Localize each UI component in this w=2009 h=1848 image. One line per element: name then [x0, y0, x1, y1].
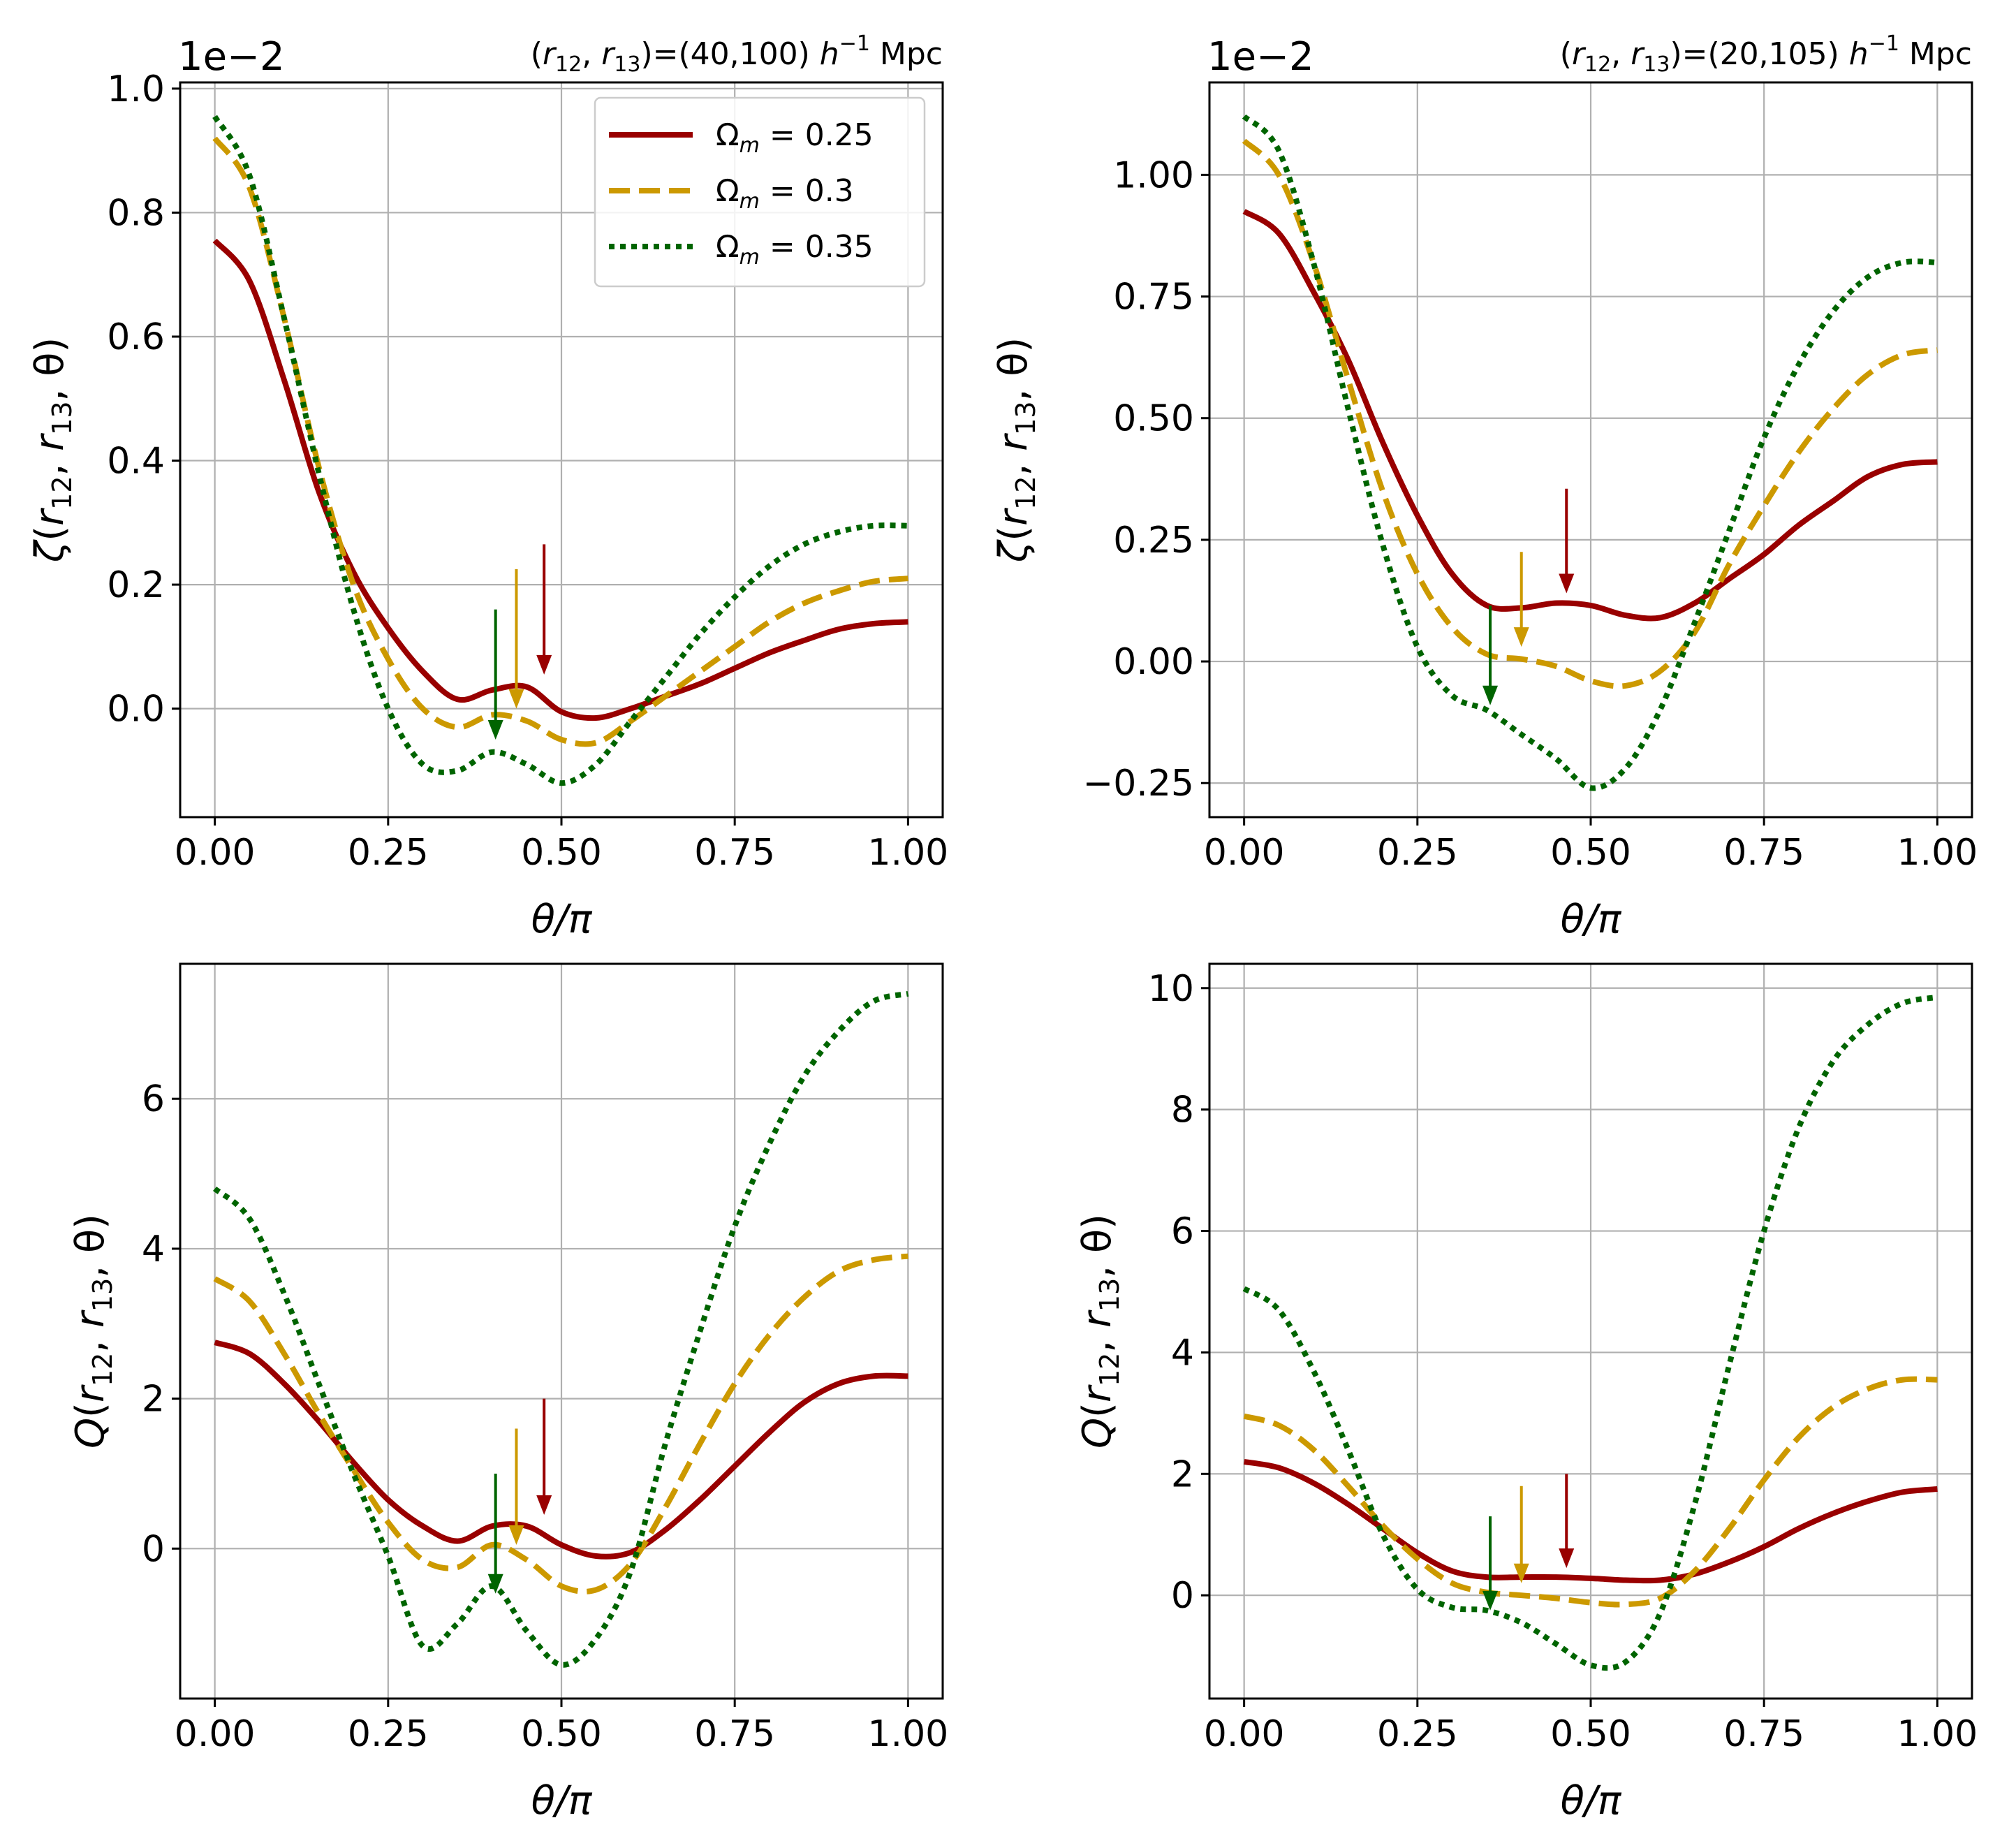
- plot-area: [212, 115, 908, 786]
- legend: Ωm = 0.25 Ωm = 0.3 Ωm = 0.35: [594, 96, 926, 288]
- y-tick-label: 0: [142, 1528, 165, 1570]
- y-tick-label: 2: [142, 1379, 165, 1421]
- xlabel-top-right: θ/π: [1561, 897, 1622, 942]
- plot-area: [1242, 114, 1938, 791]
- x-tick-label: 0.00: [1204, 1713, 1285, 1755]
- x-tick-label: 0.25: [348, 832, 429, 874]
- arrow-head: [1559, 573, 1575, 594]
- y-tick-label: 0: [1171, 1575, 1194, 1617]
- y-tick-label: 6: [1171, 1211, 1194, 1253]
- arrow-head: [487, 720, 503, 740]
- x-tick-label: 1.00: [867, 1713, 948, 1755]
- panel-top-left: 0.00 0.25 0.50 0.75 1.00 0.0 0.2 0.4 0.6 0.8 1.0: [107, 68, 948, 874]
- ylabel-bottom-right: Q(r12, r13, θ): [1075, 1214, 1125, 1449]
- plot-area: [1242, 994, 1938, 1671]
- y-tick-label: 0.00: [1113, 641, 1194, 683]
- x-tick-label: 0.25: [348, 1713, 429, 1755]
- x-tick-label: 0.25: [1377, 832, 1458, 874]
- series-line-omega-0-3: [213, 1253, 908, 1594]
- series-line-omega-0-35: [212, 990, 909, 1668]
- y-tick-label: 2: [1171, 1453, 1194, 1495]
- x-tick-label: 0.00: [175, 832, 256, 874]
- x-tick-label: 0.50: [1550, 832, 1631, 874]
- ylabel-bottom-left: Q(r12, r13, θ): [68, 1214, 118, 1449]
- x-tick-label: 0.75: [1723, 1713, 1804, 1755]
- y-tick-label: 1.0: [107, 68, 165, 110]
- y-tick-label: 0.6: [107, 316, 165, 358]
- panel-bottom-left: 0.00 0.25 0.50 0.75 1.00 0 2 4 6: [142, 962, 948, 1755]
- x-tick-label: 0.00: [1204, 832, 1285, 874]
- series-line-omega-0-25: [212, 238, 908, 721]
- y-tick-label: 10: [1148, 968, 1194, 1010]
- arrow-head: [1482, 1590, 1499, 1611]
- arrow-head: [1559, 1548, 1575, 1569]
- y-tick-label: 6: [142, 1078, 165, 1120]
- x-tick-label: 0.00: [175, 1713, 256, 1755]
- y-tick-label: 8: [1171, 1090, 1194, 1131]
- series-line-omega-0-35: [1242, 994, 1938, 1671]
- legend-label-2: Ωm = 0.35: [716, 229, 874, 270]
- y-tick-label: 0.8: [107, 192, 165, 234]
- arrow-head: [487, 1574, 503, 1594]
- x-tick-label: 0.50: [521, 832, 602, 874]
- x-tick-label: 0.75: [694, 832, 775, 874]
- xlabel-bottom-right: θ/π: [1561, 1778, 1622, 1824]
- x-tick-label: 0.50: [521, 1713, 602, 1755]
- x-tick-label: 1.00: [867, 832, 948, 874]
- arrow-head: [536, 1495, 552, 1515]
- y-tick-label: −0.25: [1083, 763, 1194, 805]
- panel-bottom-right: 0.00 0.25 0.50 0.75 1.00 0 2 4 6 8 10: [1148, 962, 1978, 1755]
- y-tick-label: 0.2: [107, 564, 165, 606]
- ylabel-top-right: ζ(r12, r13, θ): [991, 337, 1041, 563]
- xlabel-bottom-left: θ/π: [531, 1778, 593, 1824]
- arrow-head: [1482, 685, 1499, 705]
- plot-area: [212, 990, 909, 1668]
- series-line-omega-0-3: [1242, 138, 1938, 689]
- x-tick-label: 0.25: [1377, 1713, 1458, 1755]
- offset-text-top-right: 1e−2: [1207, 34, 1314, 80]
- y-tick-label: 1.00: [1113, 154, 1194, 196]
- x-tick-label: 0.75: [694, 1713, 775, 1755]
- series-line-omega-0-25: [1243, 1458, 1938, 1584]
- legend-label-1: Ωm = 0.3: [716, 173, 854, 214]
- y-tick-label: 0.0: [107, 689, 165, 731]
- x-tick-label: 1.00: [1897, 832, 1978, 874]
- y-tick-label: 0.50: [1113, 398, 1194, 440]
- legend-box: [594, 96, 926, 288]
- arrow-head: [508, 689, 524, 709]
- title-top-left: (r12, r13)=(40,100) h−1 Mpc: [531, 31, 943, 77]
- ylabel-top-left: ζ(r12, r13, θ): [27, 337, 78, 563]
- title-top-right: (r12, r13)=(20,105) h−1 Mpc: [1560, 31, 1972, 77]
- arrow-head: [508, 1525, 524, 1545]
- arrow-head: [1513, 1563, 1529, 1583]
- y-tick-label: 4: [1171, 1332, 1194, 1374]
- arrow-head: [1513, 627, 1529, 647]
- panel-top-right: 0.00 0.25 0.50 0.75 1.00−0.250.000.250.500.7…: [1083, 81, 1978, 874]
- x-tick-label: 0.75: [1723, 832, 1804, 874]
- arrow-head: [536, 654, 552, 675]
- x-tick-label: 0.50: [1550, 1713, 1631, 1755]
- y-tick-label: 0.4: [107, 441, 165, 483]
- x-tick-label: 1.00: [1897, 1713, 1978, 1755]
- y-tick-label: 0.25: [1113, 520, 1194, 562]
- xlabel-top-left: θ/π: [531, 897, 593, 942]
- offset-text-top-left: 1e−2: [178, 34, 285, 80]
- y-tick-label: 4: [142, 1229, 165, 1270]
- series-line-omega-0-3: [1243, 1376, 1938, 1608]
- y-tick-label: 0.75: [1113, 277, 1194, 318]
- legend-label-0: Ωm = 0.25: [716, 117, 874, 158]
- series-line-omega-0-35: [212, 115, 908, 786]
- series-line-omega-0-25: [1242, 209, 1938, 622]
